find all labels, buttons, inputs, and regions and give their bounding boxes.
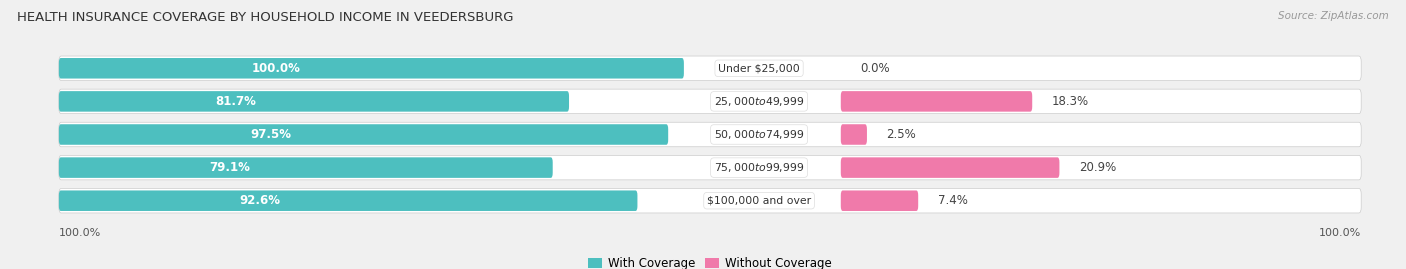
Text: 81.7%: 81.7% [215,95,256,108]
FancyBboxPatch shape [59,157,553,178]
FancyBboxPatch shape [59,190,637,211]
Text: 79.1%: 79.1% [209,161,250,174]
FancyBboxPatch shape [59,189,1361,213]
Text: $25,000 to $49,999: $25,000 to $49,999 [714,95,804,108]
Text: 2.5%: 2.5% [887,128,917,141]
Text: 20.9%: 20.9% [1078,161,1116,174]
FancyBboxPatch shape [841,157,1059,178]
Text: 0.0%: 0.0% [860,62,890,75]
Text: $50,000 to $74,999: $50,000 to $74,999 [714,128,804,141]
Text: 100.0%: 100.0% [252,62,301,75]
FancyBboxPatch shape [59,91,569,112]
Text: 100.0%: 100.0% [59,228,101,238]
FancyBboxPatch shape [59,155,1361,180]
Text: 97.5%: 97.5% [250,128,291,141]
Text: 18.3%: 18.3% [1052,95,1090,108]
Text: $100,000 and over: $100,000 and over [707,196,811,206]
FancyBboxPatch shape [841,91,1032,112]
FancyBboxPatch shape [59,122,1361,147]
FancyBboxPatch shape [59,124,668,145]
Text: 7.4%: 7.4% [938,194,967,207]
Text: 92.6%: 92.6% [239,194,280,207]
Text: Under $25,000: Under $25,000 [718,63,800,73]
Text: Source: ZipAtlas.com: Source: ZipAtlas.com [1278,11,1389,21]
FancyBboxPatch shape [841,124,868,145]
Text: $75,000 to $99,999: $75,000 to $99,999 [714,161,804,174]
Text: HEALTH INSURANCE COVERAGE BY HOUSEHOLD INCOME IN VEEDERSBURG: HEALTH INSURANCE COVERAGE BY HOUSEHOLD I… [17,11,513,24]
Legend: With Coverage, Without Coverage: With Coverage, Without Coverage [583,253,837,269]
FancyBboxPatch shape [59,58,683,79]
FancyBboxPatch shape [59,89,1361,114]
FancyBboxPatch shape [841,190,918,211]
FancyBboxPatch shape [59,56,1361,80]
Text: 100.0%: 100.0% [1319,228,1361,238]
